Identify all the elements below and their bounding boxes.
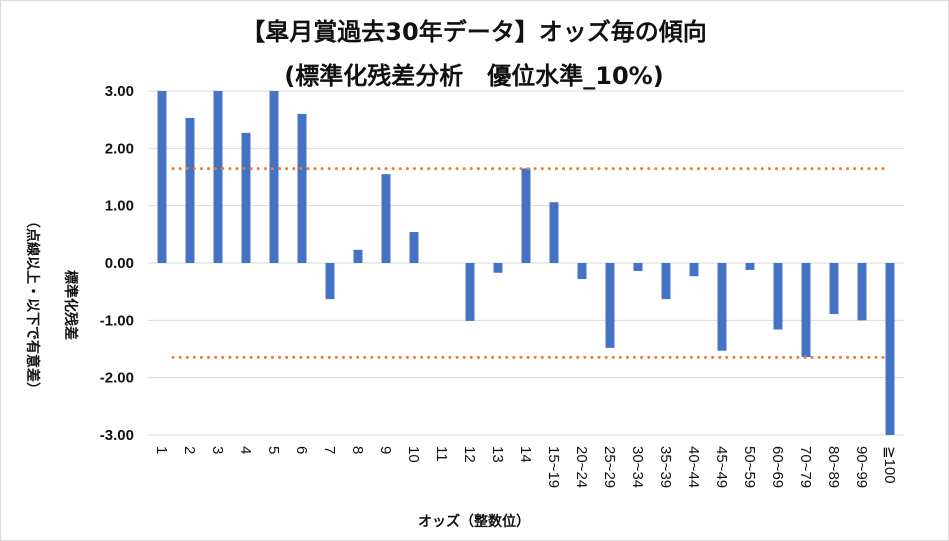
threshold-lines: [171, 167, 890, 359]
bar: [857, 263, 867, 321]
bar: [353, 249, 363, 263]
y-tick-label: 3.00: [105, 83, 134, 100]
x-tick-label: ≧100: [881, 446, 898, 484]
chart-title: 【皐月賞過去30年データ】オッズ毎の傾向: [241, 18, 706, 46]
bar: [829, 263, 839, 315]
x-tick-label: 25~29: [601, 446, 618, 488]
x-tick-labels: 1 2 3 4 5 6 7 8 9 10 11 12 13 14 15~19 20~24 25~29 30~34 3…: [153, 446, 898, 488]
chart-subtitle: (標準化残差分析 優位水準_10%): [284, 62, 663, 90]
x-tick-label: 80~89: [825, 446, 842, 488]
bar: [157, 91, 167, 263]
x-tick-label: 35~39: [657, 446, 674, 488]
y-tick-label: -3.00: [100, 427, 134, 444]
bar: [381, 174, 391, 263]
bar: [465, 263, 475, 321]
x-tick-label: 8: [349, 446, 366, 454]
x-tick-label: 14: [517, 446, 534, 463]
y-axis-label: 標準化残差: [62, 270, 79, 340]
x-axis-label: オッズ（整数位）: [418, 513, 530, 530]
bar: [801, 263, 811, 358]
y-axis-note: （点線以上・以下で有意差）: [24, 214, 41, 396]
x-tick-label: 2: [181, 446, 198, 454]
bar: [577, 263, 587, 280]
x-tick-label: 40~44: [685, 446, 702, 488]
x-tick-label: 45~49: [713, 446, 730, 488]
x-tick-label: 13: [489, 446, 506, 463]
bar: [633, 263, 643, 272]
x-tick-label: 6: [293, 446, 310, 454]
bar: [661, 263, 671, 300]
x-tick-label: 90~99: [853, 446, 870, 488]
x-tick-label: 5: [265, 446, 282, 454]
bar: [241, 132, 251, 263]
y-tick-label: 1.00: [105, 198, 134, 215]
x-tick-label: 11: [433, 446, 450, 462]
bar: [773, 263, 783, 330]
bar: [549, 202, 559, 263]
x-tick-label: 30~34: [629, 446, 646, 488]
bar: [185, 117, 195, 264]
bar: [297, 113, 307, 263]
bar: [717, 263, 727, 351]
y-tick-labels: 3.00 2.00 1.00 0.00 -1.00 -2.00 -3.00: [100, 83, 134, 444]
bar: [689, 263, 699, 277]
bar: [521, 168, 531, 263]
y-tick-label: -2.00: [100, 370, 134, 387]
x-tick-label: 3: [209, 446, 226, 454]
bar: [409, 232, 419, 263]
x-tick-label: 10: [405, 446, 422, 463]
bar: [885, 263, 895, 435]
x-tick-label: 70~79: [797, 446, 814, 488]
x-tick-label: 12: [461, 446, 478, 463]
x-tick-label: 1: [153, 446, 170, 454]
x-tick-label: 20~24: [573, 446, 590, 488]
bar: [325, 263, 335, 300]
x-tick-label: 4: [237, 446, 254, 454]
x-tick-label: 50~59: [741, 446, 758, 488]
bar: [269, 91, 279, 263]
bar: [213, 91, 223, 263]
bar: [605, 263, 615, 348]
bars: [157, 91, 895, 435]
x-tick-label: 15~19: [545, 446, 562, 488]
y-tick-label: 0.00: [105, 255, 134, 272]
bar: [493, 263, 503, 273]
x-tick-label: 9: [377, 446, 394, 454]
y-tick-label: 2.00: [105, 140, 134, 157]
y-tick-label: -1.00: [100, 312, 134, 329]
x-tick-label: 60~69: [769, 446, 786, 488]
bar: [745, 263, 755, 270]
x-tick-label: 7: [321, 446, 338, 454]
